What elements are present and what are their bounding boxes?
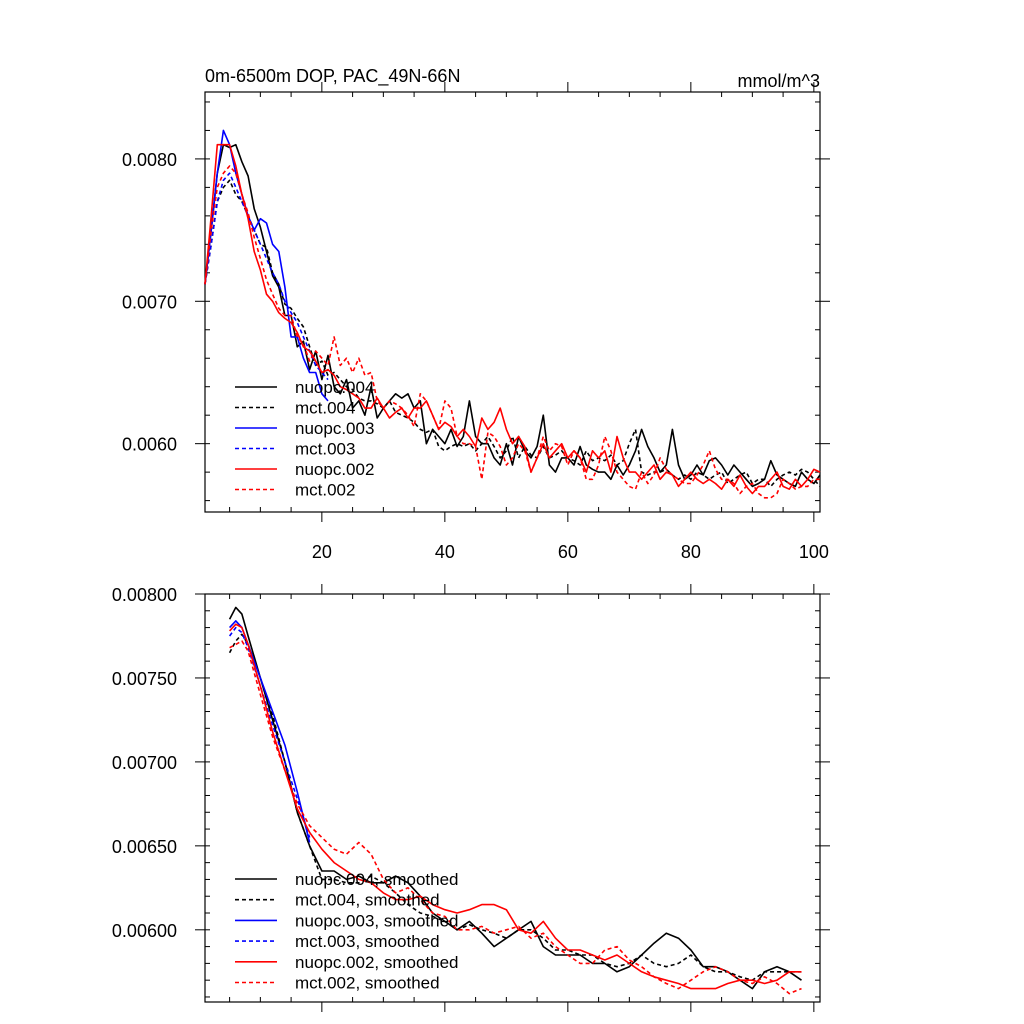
series-line-mct-004-smoothed: [228, 633, 802, 982]
bottom-series-group: [228, 606, 802, 995]
top-axis-ticks: 20 40 60 80 100 0.0060 0.0070 0.0080: [122, 82, 830, 562]
bottom-y-tick-label: 0.00600: [112, 921, 177, 941]
series-line-mct-003-smoothed: [228, 626, 311, 838]
bottom-y-tick-label: 0.00700: [112, 753, 177, 773]
bottom-axis-ticks: 0.00600 0.00650 0.00700 0.00750 0.00800: [112, 584, 830, 1012]
top-x-tick-label: 60: [558, 542, 578, 562]
bottom-y-tick-label: 0.00800: [112, 585, 177, 605]
legend-label-nuopc-003-smoothed: nuopc.003, smoothed: [295, 911, 459, 930]
legend-label-nuopc-004: nuopc.004: [295, 378, 374, 397]
legend-label-mct-003-smoothed: mct.003, smoothed: [295, 932, 440, 951]
series-line-mct-002: [204, 165, 820, 499]
top-chart-units: mmol/m^3: [738, 71, 820, 91]
legend-label-mct-002: mct.002: [295, 481, 355, 500]
top-x-tick-label: 100: [799, 542, 829, 562]
top-chart-title: 0m-6500m DOP, PAC_49N-66N: [205, 66, 460, 87]
top-x-tick-label: 80: [681, 542, 701, 562]
top-panel: 0m-6500m DOP, PAC_49N-66N mmol/m^3 20 40 6…: [122, 66, 830, 562]
series-line-nuopc-003-smoothed: [229, 620, 311, 843]
legend-label-nuopc-002: nuopc.002: [295, 460, 374, 479]
legend-label-nuopc-004-smoothed: nuopc.004, smoothed: [295, 870, 459, 889]
series-line-nuopc-004: [204, 143, 821, 488]
top-y-tick-label: 0.0070: [122, 292, 177, 312]
top-plot-frame: [204, 91, 821, 513]
legend-label-nuopc-002-smoothed: nuopc.002, smoothed: [295, 953, 459, 972]
legend-label-mct-002-smoothed: mct.002, smoothed: [295, 974, 440, 993]
legend-label-mct-004: mct.004: [295, 399, 355, 418]
legend-label-mct-004-smoothed: mct.004, smoothed: [295, 891, 440, 910]
series-line-nuopc-002-smoothed: [229, 623, 802, 990]
series-line-mct-003: [204, 172, 329, 381]
top-x-tick-label: 40: [435, 542, 455, 562]
top-y-tick-label: 0.0080: [122, 150, 177, 170]
series-line-nuopc-003: [204, 129, 329, 402]
series-line-nuopc-002: [204, 143, 821, 495]
legend-label-mct-003: mct.003: [295, 440, 355, 459]
series-line-mct-002-smoothed: [229, 640, 802, 995]
top-series-group: [204, 129, 821, 499]
bottom-y-tick-label: 0.00650: [112, 837, 177, 857]
bottom-plot-frame: [204, 593, 821, 1003]
bottom-y-tick-label: 0.00750: [112, 669, 177, 689]
top-x-tick-label: 20: [312, 542, 332, 562]
top-y-tick-label: 0.0060: [122, 435, 177, 455]
legend-label-nuopc-003: nuopc.003: [295, 419, 374, 438]
bottom-panel: 0.00600 0.00650 0.00700 0.00750 0.00800 nuop…: [112, 584, 830, 1012]
